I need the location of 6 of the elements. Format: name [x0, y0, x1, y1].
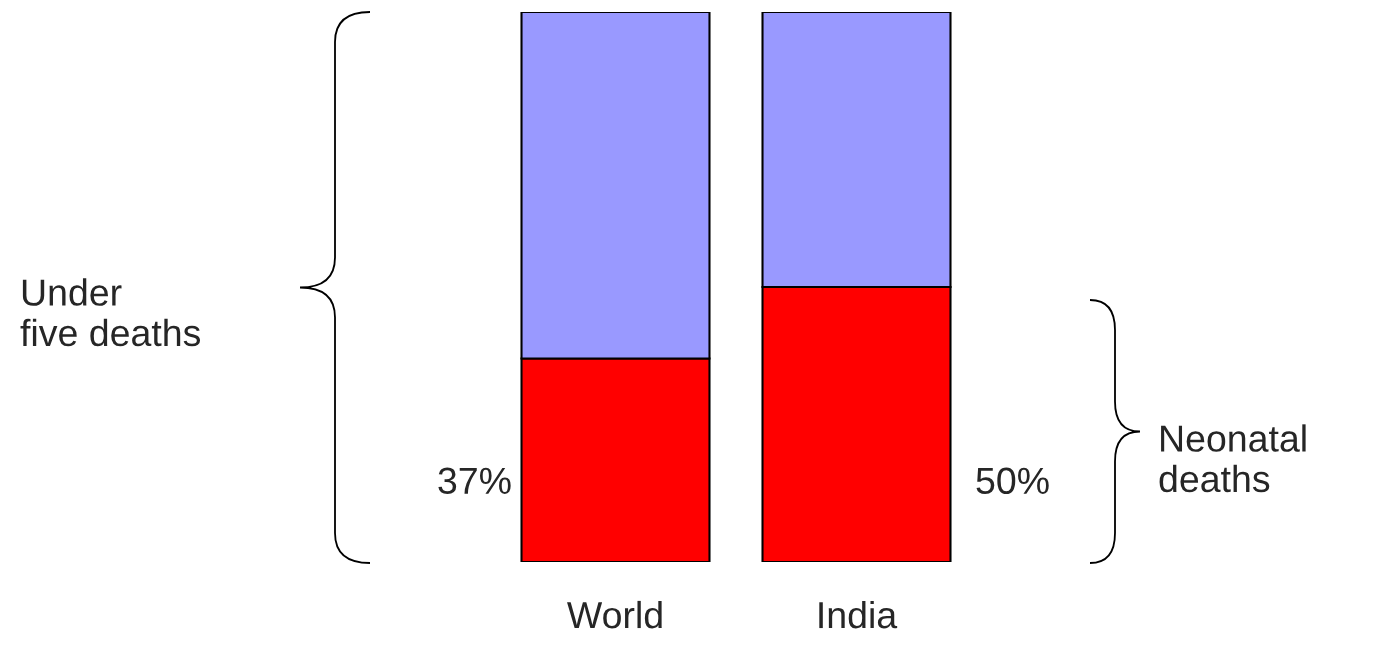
annotation: 37% [438, 467, 511, 495]
x-tick-label: India [819, 600, 898, 629]
text: Under five deaths [20, 278, 201, 347]
x-tick-label: World [567, 600, 662, 629]
text: Neonatal deaths [1159, 424, 1306, 493]
annotation: 50% [976, 467, 1049, 495]
